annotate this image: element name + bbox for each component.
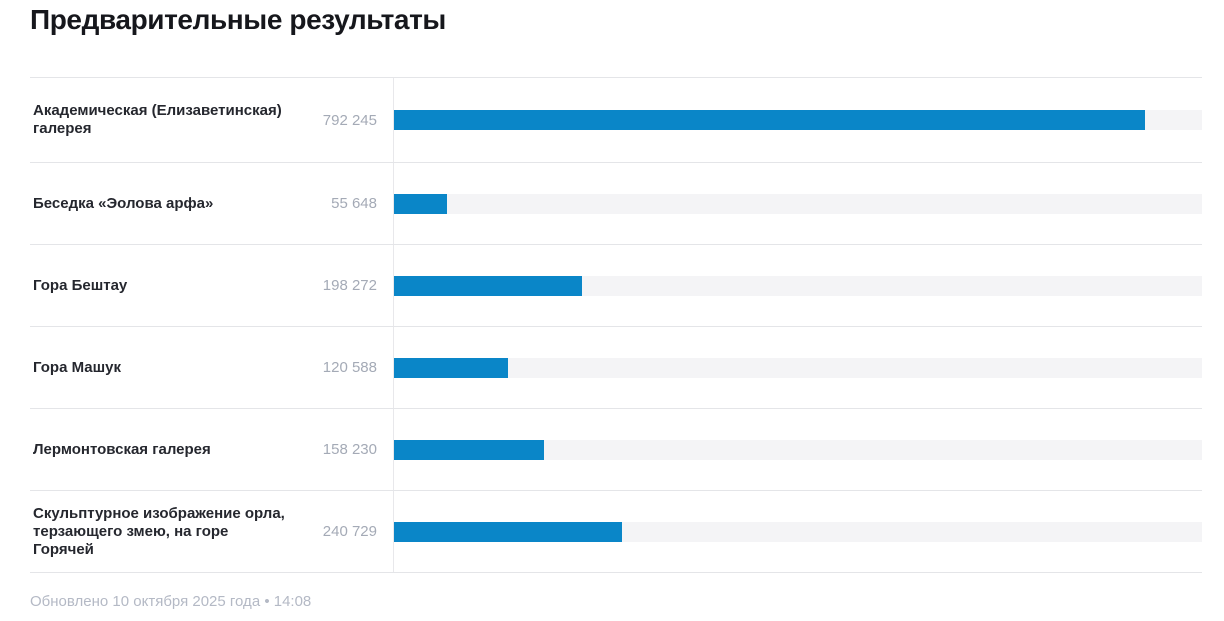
candidate-label: Академическая (Елизаветинская) галерея: [33, 102, 282, 137]
vote-bar: [394, 521, 623, 542]
candidate-label: Скульптурное изображение орла, терзающег…: [33, 504, 285, 558]
vote-count: 792 245: [322, 111, 377, 129]
result-row: Беседка «Эолова арфа» 55 648: [30, 163, 1202, 245]
vote-bar: [394, 110, 1146, 130]
vote-bar-cell: [394, 163, 1202, 244]
vote-bar-cell: [394, 491, 1202, 572]
vote-bar: [394, 439, 545, 460]
result-row-info: Скульптурное изображение орла, терзающег…: [30, 491, 394, 572]
vote-bar-cell: [394, 245, 1202, 326]
vote-bar-track: [394, 357, 1202, 378]
vote-count: 120 588: [322, 359, 377, 376]
result-row: Гора Машук 120 588: [30, 327, 1202, 409]
result-row-info: Гора Машук 120 588: [30, 327, 394, 408]
result-row: Академическая (Елизаветинская) галерея 7…: [30, 78, 1202, 163]
vote-bar-cell: [394, 327, 1202, 408]
candidate-label: Гора Машук: [33, 358, 121, 376]
result-row: Лермонтовская галерея 158 230: [30, 409, 1202, 491]
result-row-info: Академическая (Елизаветинская) галерея 7…: [30, 78, 394, 162]
vote-count: 198 272: [322, 277, 377, 294]
results-table: Академическая (Елизаветинская) галерея 7…: [30, 77, 1202, 573]
vote-count: 240 729: [322, 523, 377, 540]
result-row-info: Гора Бештау 198 272: [30, 245, 394, 326]
candidate-label: Гора Бештау: [33, 276, 128, 294]
vote-bar: [394, 357, 509, 378]
vote-bar-track: [394, 275, 1202, 296]
page-title: Предварительные результаты: [30, 4, 446, 35]
vote-bar-track: [394, 110, 1202, 130]
candidate-label: Лермонтовская галерея: [33, 440, 211, 458]
updated-timestamp: Обновлено 10 октября 2025 года • 14:08: [30, 593, 312, 610]
candidate-label: Беседка «Эолова арфа»: [33, 194, 214, 212]
vote-bar: [394, 275, 583, 296]
vote-count: 55 648: [331, 195, 377, 212]
vote-bar-track: [394, 193, 1202, 214]
result-row: Гора Бештау 198 272: [30, 245, 1202, 327]
vote-bar: [394, 193, 447, 214]
vote-bar-track: [394, 439, 1202, 460]
vote-bar-cell: [394, 409, 1202, 490]
vote-count: 158 230: [322, 441, 377, 458]
vote-bar-cell: [394, 78, 1202, 162]
vote-bar-track: [394, 521, 1202, 542]
result-row-info: Беседка «Эолова арфа» 55 648: [30, 163, 394, 244]
result-row-info: Лермонтовская галерея 158 230: [30, 409, 394, 490]
result-row: Скульптурное изображение орла, терзающег…: [30, 491, 1202, 573]
